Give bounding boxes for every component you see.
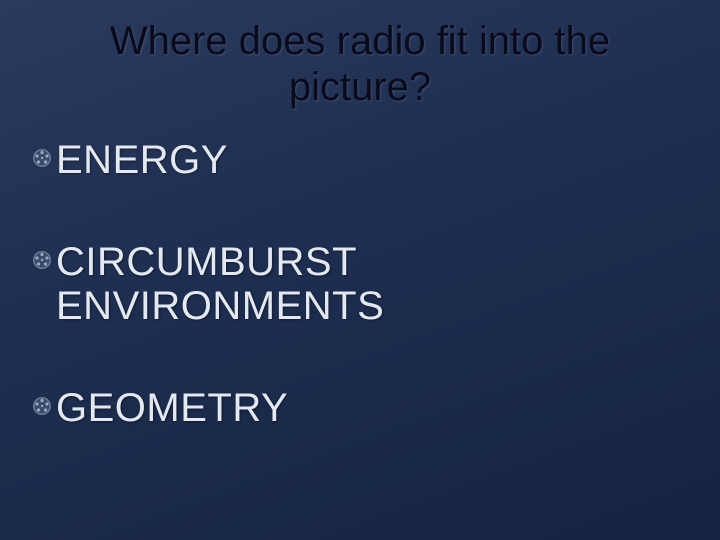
list-item: GEOMETRY	[32, 386, 688, 430]
film-reel-icon	[32, 250, 52, 270]
bullet-list: ENERGY CIRCUMBURST ENVIRONMENTS	[32, 138, 688, 488]
list-item: CIRCUMBURST ENVIRONMENTS	[32, 240, 688, 328]
list-item: ENERGY	[32, 138, 688, 182]
bullet-text: GEOMETRY	[56, 386, 288, 430]
bullet-text: ENERGY	[56, 138, 228, 182]
film-reel-icon	[32, 396, 52, 416]
film-reel-icon	[32, 148, 52, 168]
bullet-text: CIRCUMBURST ENVIRONMENTS	[56, 240, 688, 328]
slide-title: Where does radio fit into the picture?	[0, 18, 720, 110]
